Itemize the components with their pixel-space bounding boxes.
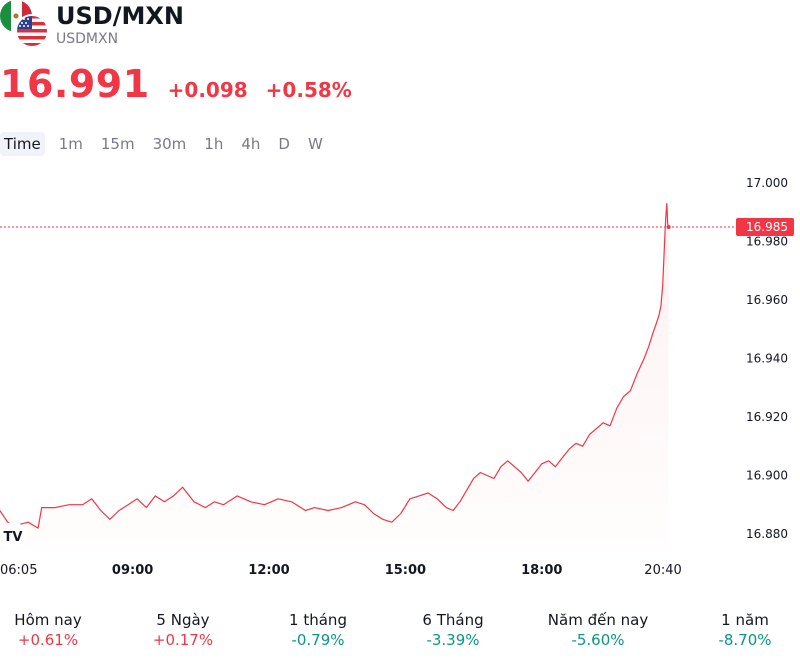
performance-periods: Hôm nay +0.61% 5 Ngày +0.17% 1 tháng -0.…: [0, 610, 800, 650]
x-tick-label: 12:00: [248, 563, 289, 578]
x-tick-label: 15:00: [385, 563, 426, 578]
last-price-badge: [736, 218, 794, 236]
tradingview-logo-bg: [0, 522, 27, 550]
period-1-year[interactable]: 1 năm -8.70%: [718, 610, 771, 650]
period-6-months[interactable]: 6 Tháng -3.39%: [422, 610, 483, 650]
tab-4h[interactable]: 4h: [241, 135, 261, 153]
y-tick-label: 16.880: [746, 527, 788, 541]
period-value: +0.61%: [17, 631, 79, 649]
tab-1h[interactable]: 1h: [204, 135, 224, 153]
period-label: 5 Ngày: [156, 611, 210, 629]
x-tick-label: 18:00: [521, 563, 562, 578]
x-tick-label: 09:00: [112, 563, 153, 578]
period-ytd[interactable]: Năm đến nay -5.60%: [548, 610, 648, 650]
period-value: -3.39%: [426, 631, 480, 649]
pair-title: USD/MXN: [56, 2, 184, 30]
current-price: 16.991: [0, 62, 150, 106]
x-tick-label: 20:40: [644, 563, 681, 578]
period-value: -0.79%: [291, 631, 345, 649]
price-change: +0.098: [167, 78, 248, 102]
tab-15m[interactable]: 15m: [100, 135, 135, 153]
tradingview-logo-icon: TV: [4, 530, 23, 545]
last-price-dot: [666, 225, 671, 229]
period-label: 1 tháng: [289, 611, 347, 629]
price-chart[interactable]: 17.000 16.980 16.960 16.940 16.920 16.900 16.8…: [0, 170, 800, 590]
currency-flags: [0, 0, 52, 52]
price-row: 16.991 +0.098 +0.58%: [0, 62, 352, 106]
period-5-days[interactable]: 5 Ngày +0.17%: [153, 610, 213, 650]
y-tick-label: 16.960: [746, 293, 788, 307]
price-change-percent: +0.58%: [265, 78, 352, 102]
period-label: Hôm nay: [14, 611, 82, 629]
y-tick-label: 17.000: [746, 176, 788, 190]
y-tick-label: 16.980: [746, 235, 788, 249]
period-label: 1 năm: [721, 611, 769, 629]
y-tick-label: 16.920: [746, 410, 788, 424]
y-tick-label: 16.900: [746, 468, 788, 482]
tab-1m[interactable]: 1m: [58, 135, 83, 153]
series-area: [0, 203, 669, 550]
timeframe-tabs: Time 1m 15m 30m 1h 4h D W: [0, 132, 337, 156]
period-today[interactable]: Hôm nay +0.61%: [14, 610, 81, 650]
pair-symbol: USDMXN: [56, 31, 119, 47]
x-tick-label: 06:05: [0, 563, 37, 578]
tab-w[interactable]: W: [307, 135, 323, 153]
period-label: 6 Tháng: [422, 611, 484, 629]
tab-time[interactable]: Time: [0, 132, 45, 156]
last-price-label: 16.985: [746, 220, 788, 234]
tab-30m[interactable]: 30m: [152, 135, 187, 153]
period-label: Năm đến nay: [547, 611, 649, 629]
series-line: [0, 203, 670, 529]
tab-d[interactable]: D: [278, 135, 290, 153]
y-tick-label: 16.940: [746, 352, 788, 366]
period-value: -5.60%: [571, 631, 625, 649]
period-value: -8.70%: [718, 631, 772, 649]
period-1-month[interactable]: 1 tháng -0.79%: [289, 610, 347, 650]
period-value: +0.17%: [152, 631, 214, 649]
